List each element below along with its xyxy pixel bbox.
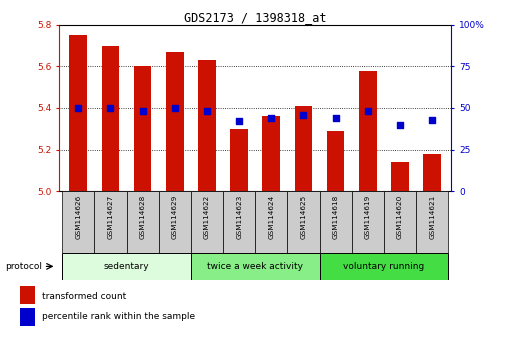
Bar: [359, 70, 377, 191]
Bar: [62, 191, 94, 253]
Text: percentile rank within the sample: percentile rank within the sample: [42, 312, 195, 321]
Bar: [391, 162, 409, 191]
Bar: [127, 191, 159, 253]
Text: sedentary: sedentary: [104, 262, 149, 271]
Point: [300, 112, 308, 118]
Text: GSM114624: GSM114624: [268, 194, 274, 239]
Bar: [294, 106, 312, 191]
Bar: [191, 191, 223, 253]
Bar: [352, 191, 384, 253]
Bar: [20, 308, 35, 326]
Text: GSM114622: GSM114622: [204, 194, 210, 239]
Bar: [134, 66, 151, 191]
Bar: [198, 60, 216, 191]
Bar: [320, 253, 448, 280]
Text: GSM114619: GSM114619: [365, 194, 371, 239]
Bar: [320, 191, 352, 253]
Point: [203, 108, 211, 114]
Point: [106, 105, 114, 111]
Bar: [263, 116, 280, 191]
Text: voluntary running: voluntary running: [343, 262, 425, 271]
Point: [171, 105, 179, 111]
Bar: [384, 191, 416, 253]
Bar: [62, 253, 191, 280]
Text: GSM114618: GSM114618: [332, 194, 339, 239]
Point: [235, 119, 243, 124]
Text: GSM114627: GSM114627: [107, 194, 113, 239]
Point: [74, 105, 83, 111]
Bar: [327, 131, 345, 191]
Bar: [20, 286, 35, 304]
Bar: [423, 154, 441, 191]
Text: GSM114625: GSM114625: [301, 194, 306, 239]
Bar: [191, 253, 320, 280]
Bar: [287, 191, 320, 253]
Point: [331, 115, 340, 121]
Bar: [255, 191, 287, 253]
Text: GSM114621: GSM114621: [429, 194, 435, 239]
Text: protocol: protocol: [5, 262, 42, 271]
Text: twice a week activity: twice a week activity: [207, 262, 303, 271]
Bar: [230, 129, 248, 191]
Point: [139, 108, 147, 114]
Text: transformed count: transformed count: [42, 292, 127, 301]
Text: GSM114628: GSM114628: [140, 194, 146, 239]
Point: [396, 122, 404, 127]
Title: GDS2173 / 1398318_at: GDS2173 / 1398318_at: [184, 11, 326, 24]
Bar: [159, 191, 191, 253]
Point: [267, 115, 275, 121]
Text: GSM114623: GSM114623: [236, 194, 242, 239]
Point: [364, 108, 372, 114]
Text: GSM114620: GSM114620: [397, 194, 403, 239]
Point: [428, 117, 436, 122]
Text: GSM114626: GSM114626: [75, 194, 81, 239]
Bar: [166, 52, 184, 191]
Text: GSM114629: GSM114629: [172, 194, 178, 239]
Bar: [102, 46, 120, 191]
Bar: [416, 191, 448, 253]
Bar: [94, 191, 127, 253]
Bar: [223, 191, 255, 253]
Bar: [69, 35, 87, 191]
